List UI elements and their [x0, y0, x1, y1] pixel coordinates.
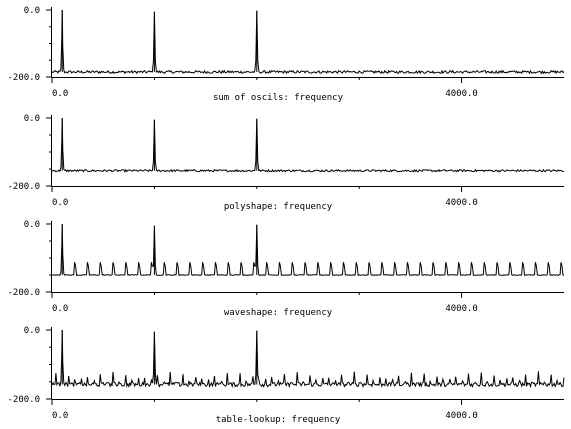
y-tick-label: -200.0 [7, 182, 40, 192]
y-tick-label: -200.0 [7, 73, 40, 83]
x-tick-label: 4000.0 [445, 411, 478, 421]
y-tick-label: 0.0 [24, 114, 40, 124]
y-tick-label: 0.0 [24, 220, 40, 230]
x-axis-label: table-lookup: frequency [216, 415, 341, 424]
spectrum-line [51, 9, 565, 75]
x-axis-label: waveshape: frequency [224, 308, 333, 318]
x-tick-label: 0.0 [52, 411, 68, 421]
x-tick-label: 4000.0 [445, 198, 478, 208]
y-tick-label: -200.0 [7, 288, 40, 298]
spectrum-line [51, 329, 565, 389]
x-tick-label: 0.0 [52, 198, 68, 208]
spectrum-line [51, 117, 564, 173]
x-tick-label: 4000.0 [445, 304, 478, 314]
y-tick-label: -200.0 [7, 395, 40, 405]
x-axis-label: sum of oscils: frequency [213, 93, 344, 103]
spectrum-line [51, 223, 565, 277]
x-tick-label: 0.0 [52, 304, 68, 314]
y-tick-label: 0.0 [24, 326, 40, 336]
x-tick-label: 0.0 [52, 89, 68, 99]
x-tick-label: 4000.0 [445, 89, 478, 99]
x-axis-label: polyshape: frequency [224, 202, 333, 212]
y-tick-label: 0.0 [24, 6, 40, 16]
